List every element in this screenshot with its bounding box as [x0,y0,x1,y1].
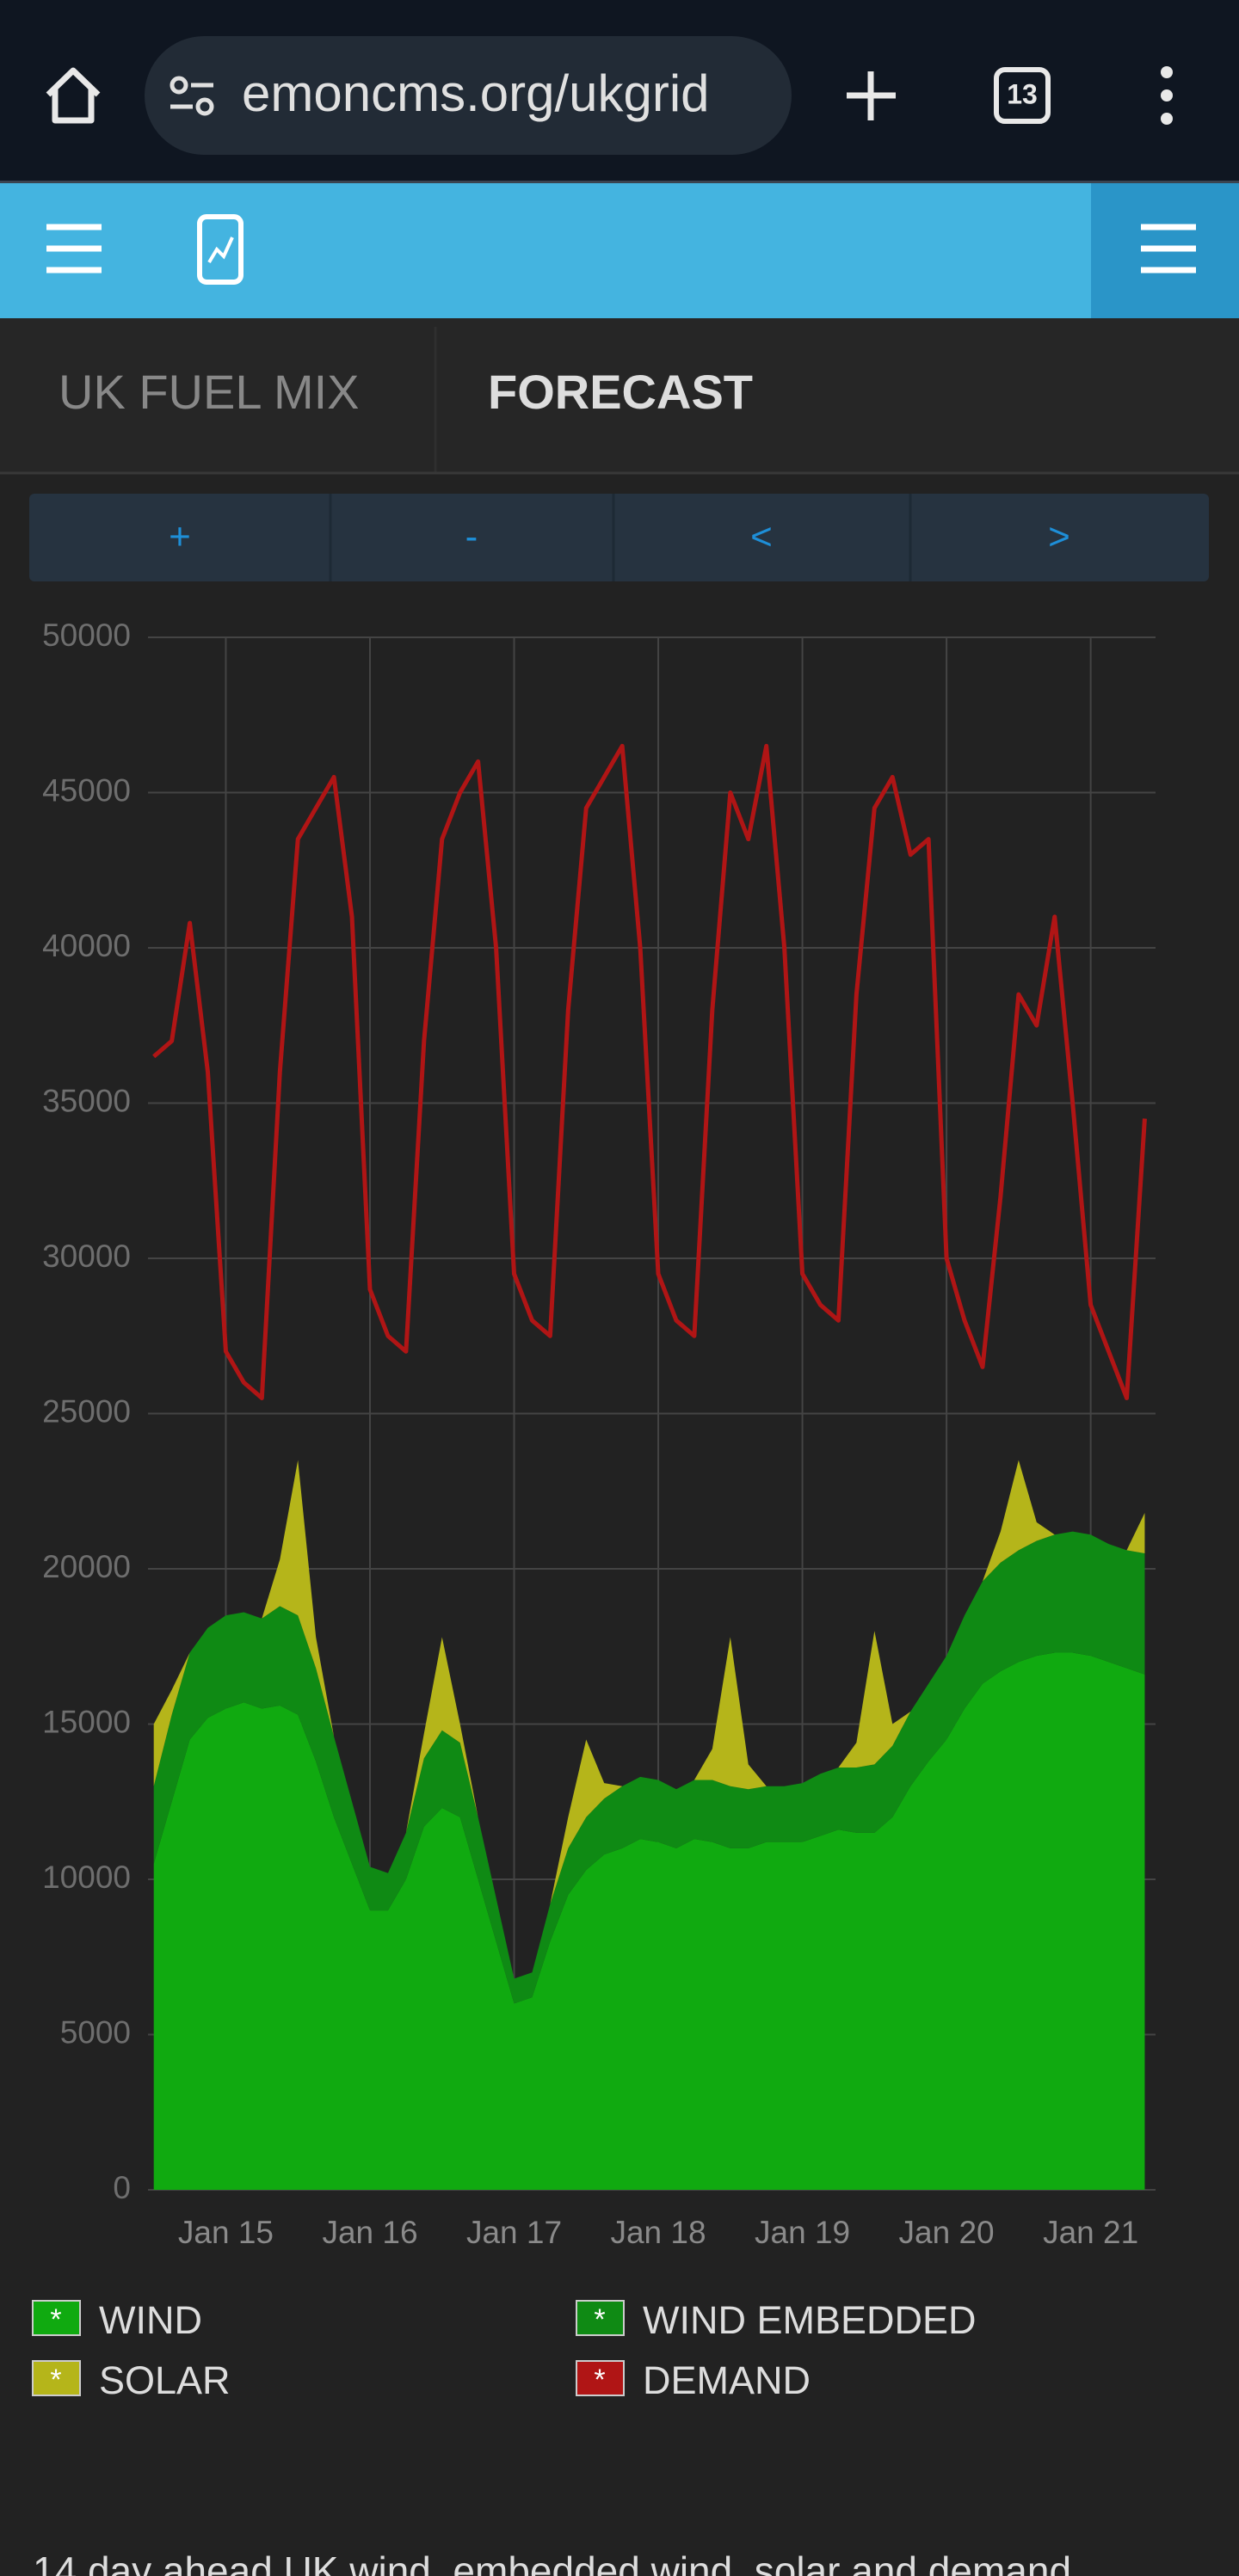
legend-swatch [576,2360,625,2396]
legend-label: DEMAND [643,2358,811,2402]
app-icon[interactable] [197,214,243,285]
x-tick-label: Jan 17 [466,2215,562,2250]
url-text: emoncms.org/ukgrid [242,65,710,122]
legend-label: SOLAR [99,2358,231,2402]
new-tab-button[interactable] [847,71,896,120]
line [152,743,1147,1400]
x-tick-label: Jan 16 [322,2215,417,2250]
y-tick-label: 25000 [42,1393,131,1429]
tab-active[interactable]: FORECAST [488,365,753,419]
y-tick-label: 10000 [42,1860,131,1895]
y-tick-label: 50000 [42,618,131,653]
home-icon [46,67,101,124]
x-tick-label: Jan 18 [610,2215,706,2250]
area [153,1531,1145,2004]
x-tick-label: Jan 19 [755,2215,850,2250]
zoom-out-button[interactable]: - [465,516,478,558]
tab-bar [0,318,1239,473]
url-bar[interactable] [145,36,792,155]
browser-menu[interactable] [1161,66,1173,125]
legend-label: WIND EMBEDDED [643,2298,977,2342]
legend-symbol: * [594,2303,605,2336]
legend-label: WIND [99,2298,202,2342]
x-tick-label: Jan 20 [899,2215,995,2250]
description: 14 day ahead UK wind, embedded wind, sol… [33,2548,1071,2576]
x-tick-label: Jan 21 [1043,2215,1138,2250]
app-header [0,183,1239,318]
legend-swatch [32,2360,81,2396]
tab[interactable]: UK FUEL MIX [59,365,360,419]
divider [0,181,1239,183]
area [153,1652,1145,2190]
legend-swatch [576,2300,625,2336]
y-tick-label: 35000 [42,1083,131,1118]
x-tick-label: Jan 15 [178,2215,274,2250]
y-tick-label: 0 [113,2170,131,2205]
button-bar [29,494,1209,581]
right-menu-icon [1141,224,1196,274]
home-button[interactable] [46,67,101,124]
tab-count: 13 [1007,78,1038,109]
y-tick-label: 45000 [42,772,131,808]
y-tick-label: 30000 [42,1239,131,1274]
site-settings-icon[interactable] [170,76,214,116]
legend-symbol: * [50,2364,61,2396]
chart: 0 5000 10000 15000 20000 25000 30000 35000 40000… [32,618,1156,2402]
legend-symbol: * [594,2364,605,2396]
y-tick-label: 40000 [42,928,131,963]
menu-button[interactable] [46,224,102,274]
zoom-in-button[interactable]: + [169,516,191,558]
y-tick-label: 20000 [42,1549,131,1584]
pan-left-button[interactable]: < [750,516,773,558]
button-separators [329,494,912,581]
legend-symbol: * [50,2303,61,2336]
legend-swatch [32,2300,81,2336]
tab-switcher[interactable] [994,67,1051,124]
pan-right-button[interactable]: > [1048,516,1070,558]
y-tick-label: 15000 [42,1704,131,1739]
y-tick-label: 5000 [60,2014,131,2050]
